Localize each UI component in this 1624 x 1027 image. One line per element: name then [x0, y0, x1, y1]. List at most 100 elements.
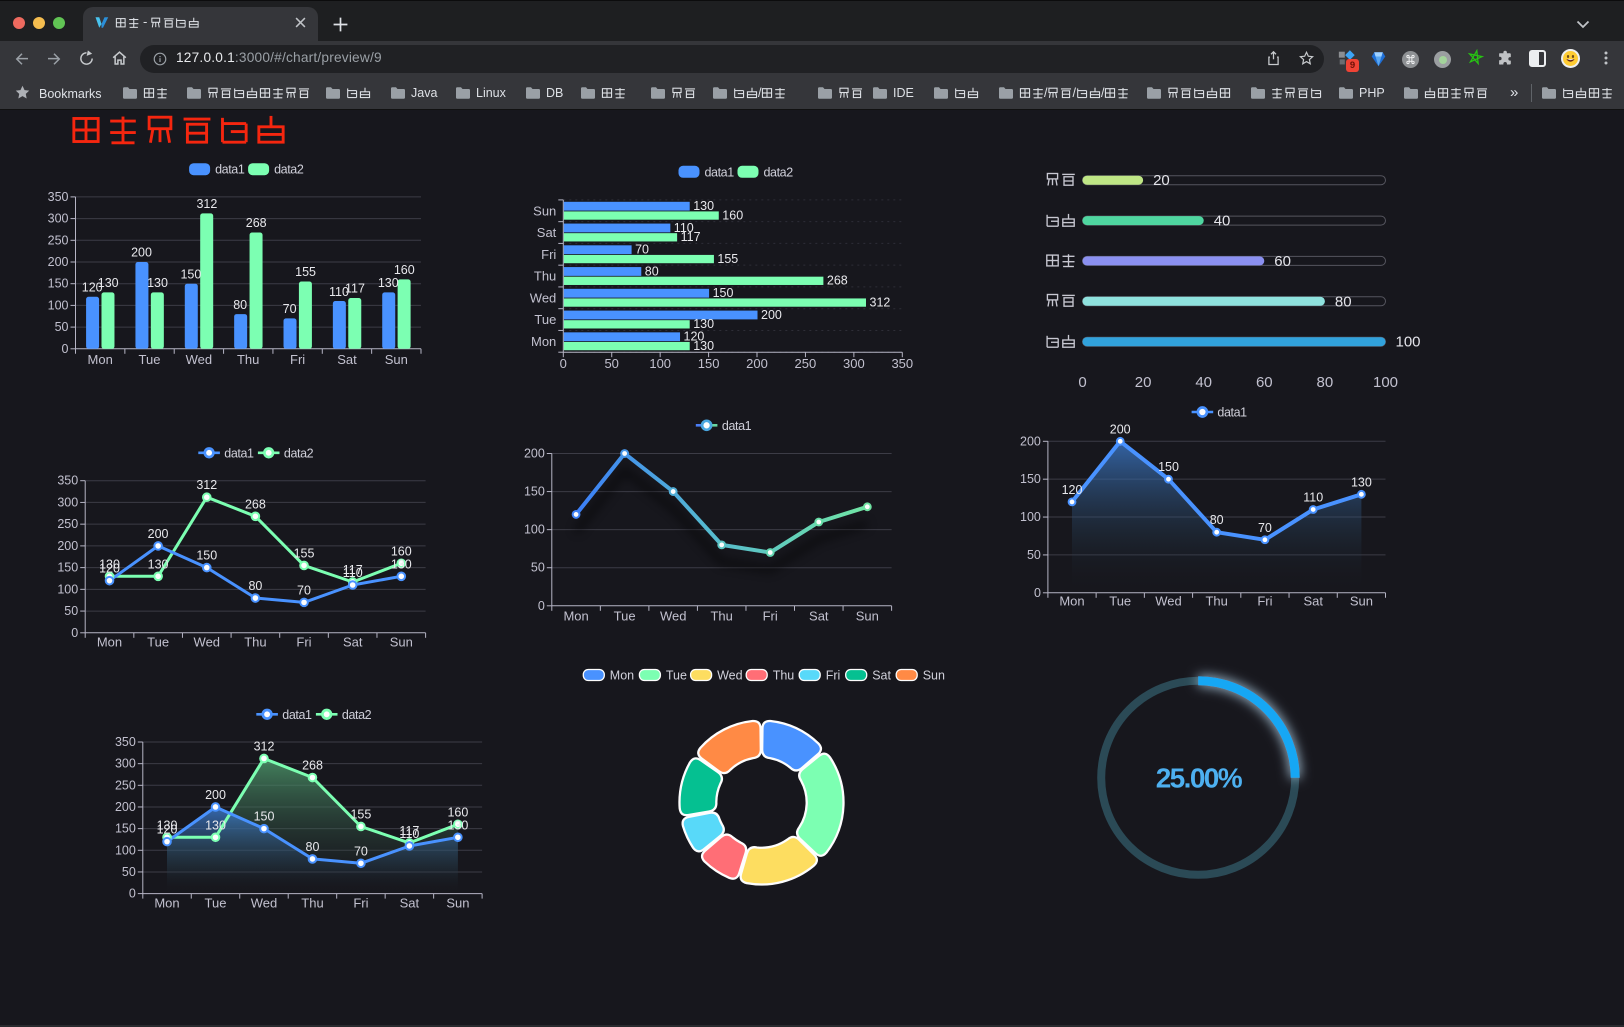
svg-text:50: 50: [531, 561, 545, 575]
svg-text:200: 200: [57, 539, 78, 553]
svg-text:160: 160: [394, 263, 415, 277]
svg-text:300: 300: [115, 757, 136, 771]
svg-text:data2: data2: [342, 708, 372, 722]
svg-text:Sun: Sun: [390, 635, 413, 650]
svg-text:130: 130: [693, 199, 714, 213]
svg-text:Wed: Wed: [1155, 594, 1182, 609]
svg-text:300: 300: [843, 356, 865, 371]
svg-text:Fri: Fri: [353, 896, 368, 911]
svg-text:40: 40: [1214, 213, 1231, 230]
svg-text:Wed: Wed: [717, 669, 743, 683]
svg-text:100: 100: [1373, 374, 1398, 391]
svg-text:200: 200: [148, 527, 169, 541]
svg-text:110: 110: [329, 285, 349, 299]
svg-text:350: 350: [48, 190, 69, 204]
svg-text:130: 130: [1351, 475, 1372, 489]
svg-text:268: 268: [827, 274, 848, 288]
svg-text:Wed: Wed: [251, 896, 278, 911]
svg-text:50: 50: [604, 356, 618, 371]
svg-text:0: 0: [1078, 374, 1086, 391]
svg-text:Fri: Fri: [763, 609, 778, 624]
svg-text:110: 110: [674, 221, 694, 235]
svg-text:Tue: Tue: [534, 312, 556, 327]
svg-text:100: 100: [115, 843, 136, 857]
svg-text:Fri: Fri: [1257, 594, 1272, 609]
svg-text:117: 117: [399, 824, 419, 838]
svg-text:155: 155: [350, 808, 371, 822]
svg-text:Mon: Mon: [563, 609, 588, 624]
svg-text:Sun: Sun: [923, 669, 945, 683]
svg-text:150: 150: [524, 485, 545, 499]
svg-text:120: 120: [1062, 483, 1083, 497]
svg-text:150: 150: [115, 822, 136, 836]
svg-text:100: 100: [57, 582, 78, 596]
svg-text:25.00%: 25.00%: [1156, 763, 1243, 794]
svg-text:312: 312: [196, 478, 217, 492]
svg-text:40: 40: [1195, 374, 1212, 391]
svg-text:130: 130: [205, 818, 226, 832]
svg-text:Mon: Mon: [97, 635, 122, 650]
svg-text:80: 80: [306, 840, 320, 854]
svg-text:Tue: Tue: [205, 896, 227, 911]
svg-text:Fri: Fri: [541, 247, 556, 262]
svg-text:200: 200: [48, 255, 69, 269]
svg-text:data1: data1: [705, 165, 735, 179]
svg-text:70: 70: [354, 844, 368, 858]
svg-text:50: 50: [55, 320, 69, 334]
svg-text:110: 110: [343, 566, 363, 580]
svg-text:160: 160: [447, 805, 468, 819]
svg-text:300: 300: [57, 495, 78, 509]
svg-text:100: 100: [1396, 334, 1421, 351]
svg-text:Thu: Thu: [773, 669, 795, 683]
svg-text:Mon: Mon: [531, 334, 556, 349]
svg-text:130: 130: [693, 317, 714, 331]
svg-text:268: 268: [246, 216, 267, 230]
svg-text:0: 0: [538, 599, 545, 613]
svg-text:120: 120: [99, 562, 120, 576]
svg-text:80: 80: [1210, 513, 1224, 527]
svg-text:120: 120: [157, 823, 178, 837]
svg-text:300: 300: [48, 212, 69, 226]
svg-text:data2: data2: [284, 446, 314, 460]
svg-text:Thu: Thu: [534, 269, 556, 284]
svg-text:130: 130: [378, 276, 399, 290]
svg-text:Sat: Sat: [809, 609, 829, 624]
svg-text:268: 268: [302, 759, 323, 773]
svg-text:Tue: Tue: [147, 635, 169, 650]
svg-text:50: 50: [1027, 548, 1041, 562]
svg-text:50: 50: [64, 604, 78, 618]
svg-text:350: 350: [57, 474, 78, 488]
svg-text:70: 70: [635, 243, 649, 257]
svg-text:0: 0: [1034, 586, 1041, 600]
svg-text:200: 200: [131, 246, 152, 260]
svg-text:150: 150: [713, 286, 734, 300]
svg-text:110: 110: [399, 827, 419, 841]
svg-text:data1: data1: [215, 163, 245, 177]
svg-text:117: 117: [345, 282, 365, 296]
svg-text:250: 250: [115, 778, 136, 792]
svg-text:155: 155: [717, 252, 738, 266]
svg-text:100: 100: [524, 523, 545, 537]
svg-text:350: 350: [891, 356, 913, 371]
svg-text:150: 150: [180, 267, 201, 281]
svg-text:100: 100: [649, 356, 671, 371]
svg-text:130: 130: [99, 557, 120, 571]
svg-text:130: 130: [391, 557, 412, 571]
svg-text:155: 155: [294, 546, 315, 560]
svg-text:data1: data1: [224, 446, 254, 460]
svg-text:Mon: Mon: [154, 896, 179, 911]
svg-text:data1: data1: [722, 419, 752, 433]
svg-text:110: 110: [1303, 491, 1323, 505]
svg-text:Sun: Sun: [856, 609, 879, 624]
svg-text:250: 250: [48, 233, 69, 247]
svg-text:80: 80: [1335, 293, 1352, 310]
svg-text:150: 150: [196, 549, 217, 563]
svg-text:160: 160: [391, 544, 412, 558]
svg-text:Wed: Wed: [660, 609, 687, 624]
svg-text:200: 200: [1020, 434, 1041, 448]
svg-text:80: 80: [233, 298, 247, 312]
svg-text:100: 100: [48, 298, 69, 312]
svg-text:Wed: Wed: [194, 635, 221, 650]
svg-text:0: 0: [129, 887, 136, 901]
svg-text:155: 155: [295, 265, 316, 279]
